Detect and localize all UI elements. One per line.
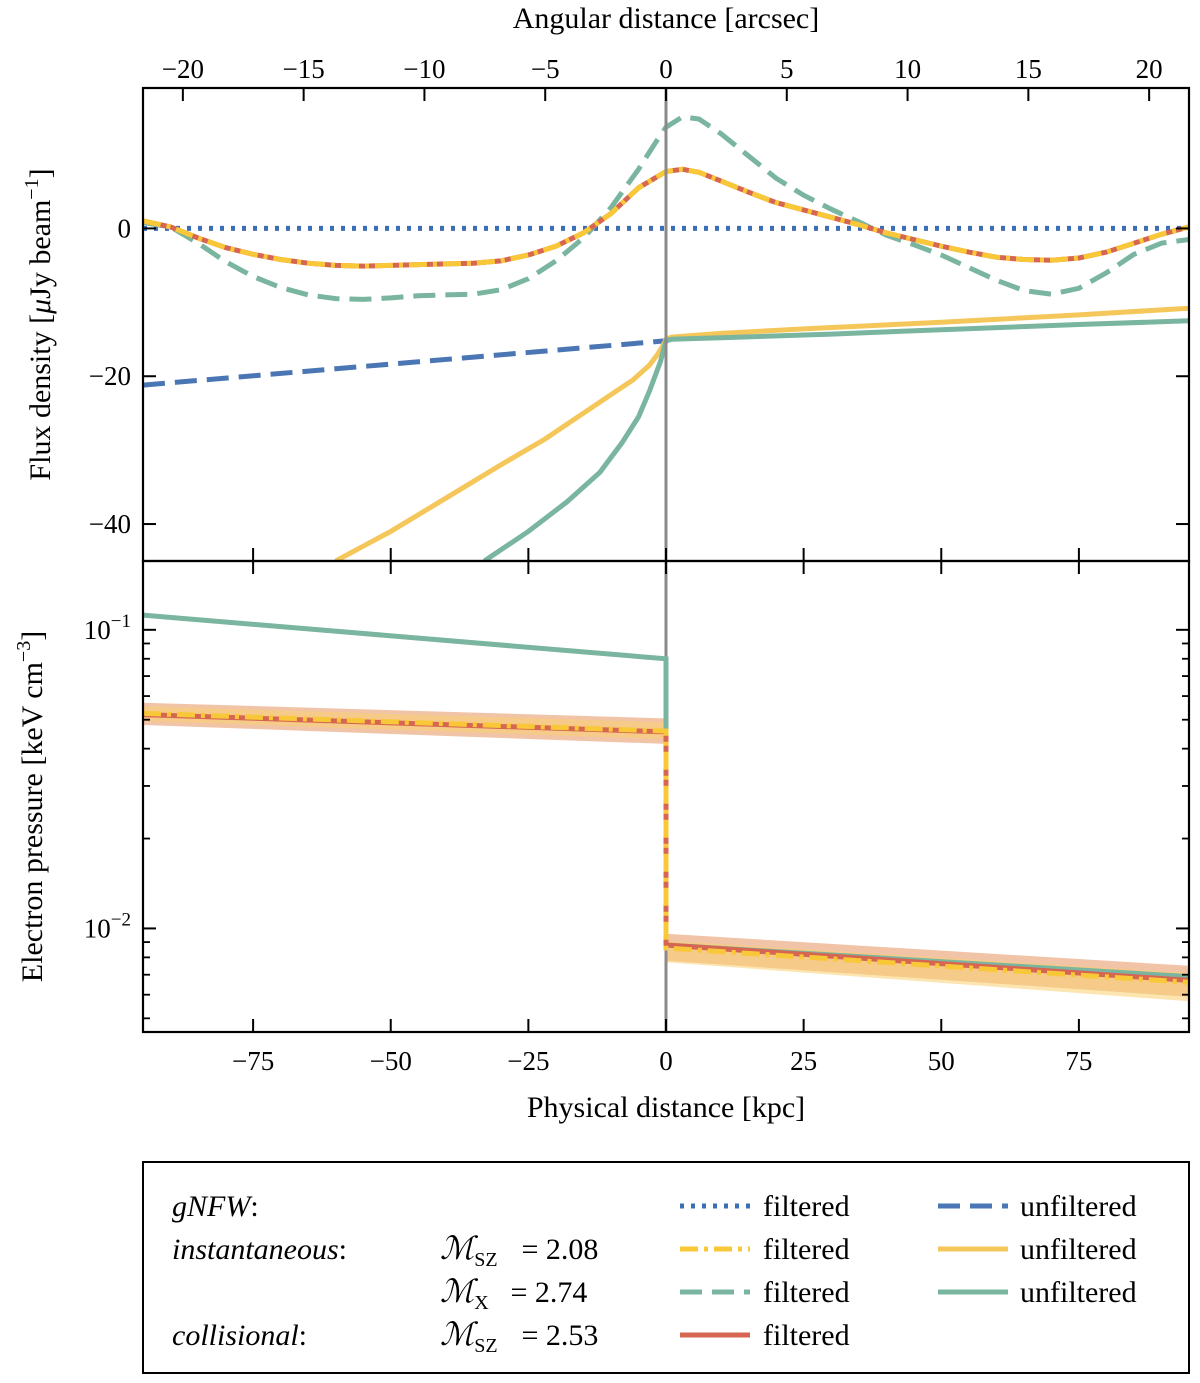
- flux-density-series: [143, 114, 1189, 561]
- series-inst_unfiltered: [334, 305, 1189, 561]
- pressure-y-tick-label: 10−1: [84, 611, 131, 645]
- electron-pressure-panel: −75 −50 −25 0 25 50 75 Physical distance [kpc] 1…: [13, 559, 1191, 1124]
- arcsec-tick-label: 15: [1015, 54, 1042, 84]
- kpc-tick-label: 75: [1065, 1046, 1092, 1076]
- legend-entry-mx_filtered: filtered: [763, 1276, 850, 1309]
- series-mx_unfiltered: [482, 318, 1189, 561]
- kpc-tick-label: 0: [659, 1046, 673, 1076]
- legend-mach-number: ℳSZ = 2.53: [440, 1316, 598, 1357]
- pressure-y-axis-label: Electron pressure [keV cm−3]: [13, 631, 49, 982]
- legend-entry-inst_filtered: filtered: [763, 1233, 850, 1266]
- legend-mach-number: ℳSZ = 2.08: [440, 1230, 598, 1271]
- arcsec-tick-label: 5: [780, 54, 794, 84]
- legend-entry-mx_unfiltered: unfiltered: [1020, 1276, 1137, 1309]
- legend-entry-coll_filtered: filtered: [763, 1319, 850, 1352]
- legend-model-label: gNFW:: [172, 1190, 259, 1223]
- series-gnfw_unfiltered: [143, 338, 667, 388]
- kpc-tick-label: −75: [232, 1046, 274, 1076]
- pressure-y-tick-label: 10−2: [84, 909, 131, 943]
- flux-density-axes: −20 −15 −10 −5 0 5 10 15 20 Angular distance [arc…: [21, 2, 1191, 563]
- arcsec-tick-label: −15: [283, 54, 325, 84]
- kpc-tick-label: −25: [507, 1046, 549, 1076]
- legend: gNFW: filtered unfiltered instantaneous: ℳSZ…: [142, 1161, 1190, 1374]
- arcsec-tick-label: −20: [162, 54, 204, 84]
- legend-model-label: instantaneous:: [172, 1233, 347, 1266]
- legend-model-label: collisional:: [172, 1319, 307, 1352]
- electron-pressure-series: [143, 561, 1189, 1032]
- series-inst_pressure: [143, 710, 1189, 985]
- flux-y-tick-label: −20: [89, 361, 131, 391]
- arcsec-tick-label: 20: [1136, 54, 1163, 84]
- legend-entry-gnfw_filtered: filtered: [763, 1190, 850, 1223]
- flux-y-tick-label: 0: [118, 213, 132, 243]
- legend-mach-number: ℳX = 2.74: [440, 1273, 587, 1314]
- legend-entry-inst_unfiltered: unfiltered: [1020, 1233, 1137, 1266]
- kpc-tick-label: 25: [790, 1046, 817, 1076]
- kpc-tick-label: −50: [370, 1046, 412, 1076]
- legend-entry-gnfw_unfiltered: unfiltered: [1020, 1190, 1137, 1223]
- kpc-tick-label: 50: [928, 1046, 955, 1076]
- electron-pressure-axes: −75 −50 −25 0 25 50 75 Physical distance [kpc] 1…: [13, 559, 1191, 1124]
- flux-density-panel: −20 −15 −10 −5 0 5 10 15 20 Angular distance [arc…: [21, 2, 1191, 563]
- flux-y-tick-label: −40: [89, 509, 131, 539]
- flux-y-axis-label: Flux density [μJy beam−1]: [21, 168, 57, 480]
- arcsec-tick-label: −10: [403, 54, 445, 84]
- arcsec-tick-label: −5: [531, 54, 560, 84]
- series-inst_filtered: [143, 166, 1189, 269]
- arcsec-tick-label: 0: [659, 54, 673, 84]
- top-x-axis-label: Angular distance [arcsec]: [513, 2, 820, 35]
- legend-frame: [142, 1161, 1190, 1374]
- bottom-x-axis-label: Physical distance [kpc]: [527, 1091, 805, 1124]
- arcsec-tick-label: 10: [894, 54, 921, 84]
